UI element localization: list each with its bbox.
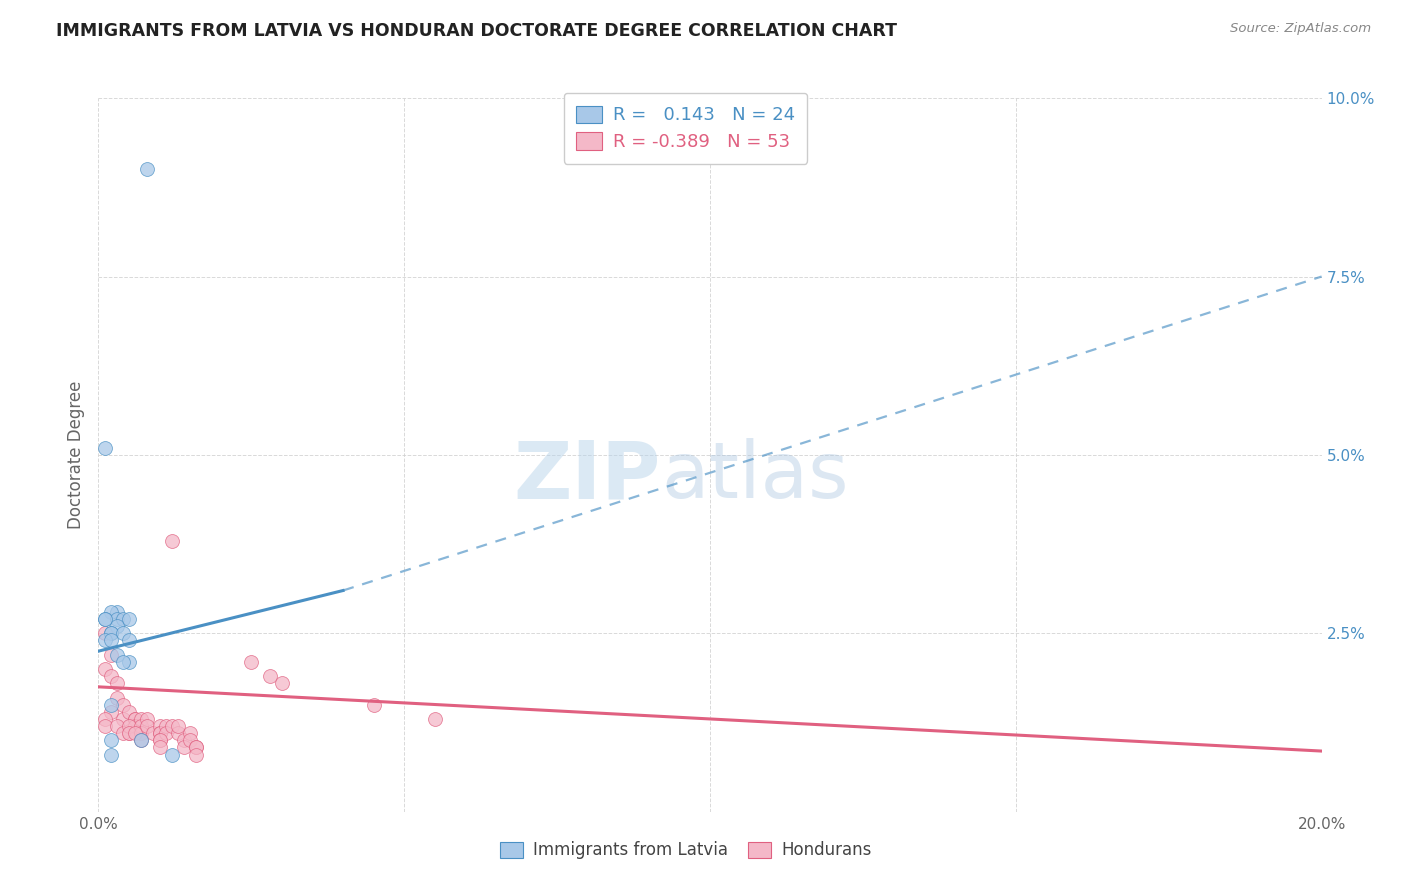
Point	[111, 712, 134, 726]
Point	[142, 726, 165, 740]
Point	[149, 733, 172, 747]
Point	[100, 733, 122, 747]
Y-axis label: Doctorate Degree: Doctorate Degree	[67, 381, 86, 529]
Point	[129, 719, 152, 733]
Point	[93, 633, 115, 648]
Point	[111, 655, 134, 669]
Point	[173, 740, 195, 755]
Point	[93, 612, 115, 626]
Point	[129, 733, 152, 747]
Point	[118, 633, 141, 648]
Point	[186, 740, 208, 755]
Point	[160, 533, 183, 548]
Point	[111, 612, 134, 626]
Legend: Immigrants from Latvia, Hondurans: Immigrants from Latvia, Hondurans	[491, 833, 880, 868]
Point	[149, 740, 172, 755]
Point	[136, 712, 159, 726]
Point	[100, 648, 122, 662]
Point	[124, 712, 146, 726]
Point	[136, 719, 159, 733]
Point	[149, 719, 172, 733]
Point	[118, 655, 141, 669]
Point	[118, 705, 141, 719]
Point	[118, 726, 141, 740]
Point	[93, 662, 115, 676]
Point	[124, 712, 146, 726]
Point	[105, 619, 128, 633]
Point	[100, 698, 122, 712]
Point	[93, 719, 115, 733]
Point	[129, 726, 152, 740]
Point	[124, 726, 146, 740]
Point	[118, 726, 141, 740]
Point	[167, 726, 190, 740]
Point	[270, 676, 292, 690]
Point	[167, 719, 190, 733]
Point	[240, 655, 263, 669]
Point	[149, 733, 172, 747]
Point	[105, 605, 128, 619]
Point	[93, 612, 115, 626]
Text: ZIP: ZIP	[513, 437, 661, 516]
Point	[149, 726, 172, 740]
Point	[118, 719, 141, 733]
Point	[129, 733, 152, 747]
Point	[100, 605, 122, 619]
Text: IMMIGRANTS FROM LATVIA VS HONDURAN DOCTORATE DEGREE CORRELATION CHART: IMMIGRANTS FROM LATVIA VS HONDURAN DOCTO…	[56, 22, 897, 40]
Point	[118, 612, 141, 626]
Point	[105, 719, 128, 733]
Point	[111, 698, 134, 712]
Point	[129, 712, 152, 726]
Point	[155, 726, 177, 740]
Point	[111, 626, 134, 640]
Point	[105, 648, 128, 662]
Point	[186, 740, 208, 755]
Point	[93, 626, 115, 640]
Point	[186, 747, 208, 762]
Point	[124, 719, 146, 733]
Point	[100, 626, 122, 640]
Point	[423, 712, 446, 726]
Point	[173, 733, 195, 747]
Text: Source: ZipAtlas.com: Source: ZipAtlas.com	[1230, 22, 1371, 36]
Text: atlas: atlas	[661, 438, 849, 515]
Point	[100, 626, 122, 640]
Point	[129, 719, 152, 733]
Point	[179, 733, 201, 747]
Point	[136, 162, 159, 177]
Point	[111, 726, 134, 740]
Point	[160, 719, 183, 733]
Point	[100, 705, 122, 719]
Point	[105, 612, 128, 626]
Point	[160, 747, 183, 762]
Point	[363, 698, 385, 712]
Point	[179, 726, 201, 740]
Point	[93, 712, 115, 726]
Point	[105, 676, 128, 690]
Point	[100, 669, 122, 683]
Point	[105, 690, 128, 705]
Point	[100, 633, 122, 648]
Point	[259, 669, 281, 683]
Point	[93, 441, 115, 455]
Point	[149, 726, 172, 740]
Point	[155, 719, 177, 733]
Point	[100, 747, 122, 762]
